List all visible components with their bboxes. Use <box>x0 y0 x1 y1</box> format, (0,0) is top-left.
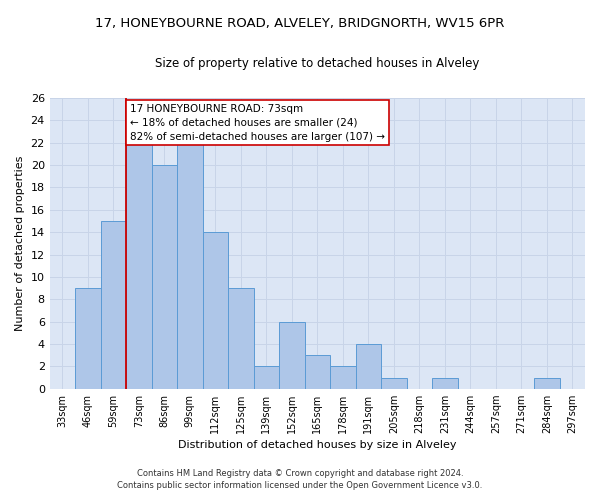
Bar <box>75 288 101 388</box>
Text: 17 HONEYBOURNE ROAD: 73sqm
← 18% of detached houses are smaller (24)
82% of semi: 17 HONEYBOURNE ROAD: 73sqm ← 18% of deta… <box>130 104 385 142</box>
Title: Size of property relative to detached houses in Alveley: Size of property relative to detached ho… <box>155 58 479 70</box>
Bar <box>534 378 560 388</box>
Bar <box>101 221 126 388</box>
Bar <box>356 344 381 389</box>
Bar <box>381 378 407 388</box>
Text: 17, HONEYBOURNE ROAD, ALVELEY, BRIDGNORTH, WV15 6PR: 17, HONEYBOURNE ROAD, ALVELEY, BRIDGNORT… <box>95 18 505 30</box>
Bar <box>177 143 203 388</box>
Bar <box>254 366 279 388</box>
Bar <box>330 366 356 388</box>
Bar <box>279 322 305 388</box>
Bar <box>152 165 177 388</box>
Text: Contains HM Land Registry data © Crown copyright and database right 2024.
Contai: Contains HM Land Registry data © Crown c… <box>118 468 482 490</box>
X-axis label: Distribution of detached houses by size in Alveley: Distribution of detached houses by size … <box>178 440 457 450</box>
Bar <box>126 143 152 388</box>
Bar <box>305 355 330 388</box>
Y-axis label: Number of detached properties: Number of detached properties <box>15 156 25 331</box>
Bar <box>203 232 228 388</box>
Bar <box>432 378 458 388</box>
Bar <box>228 288 254 388</box>
